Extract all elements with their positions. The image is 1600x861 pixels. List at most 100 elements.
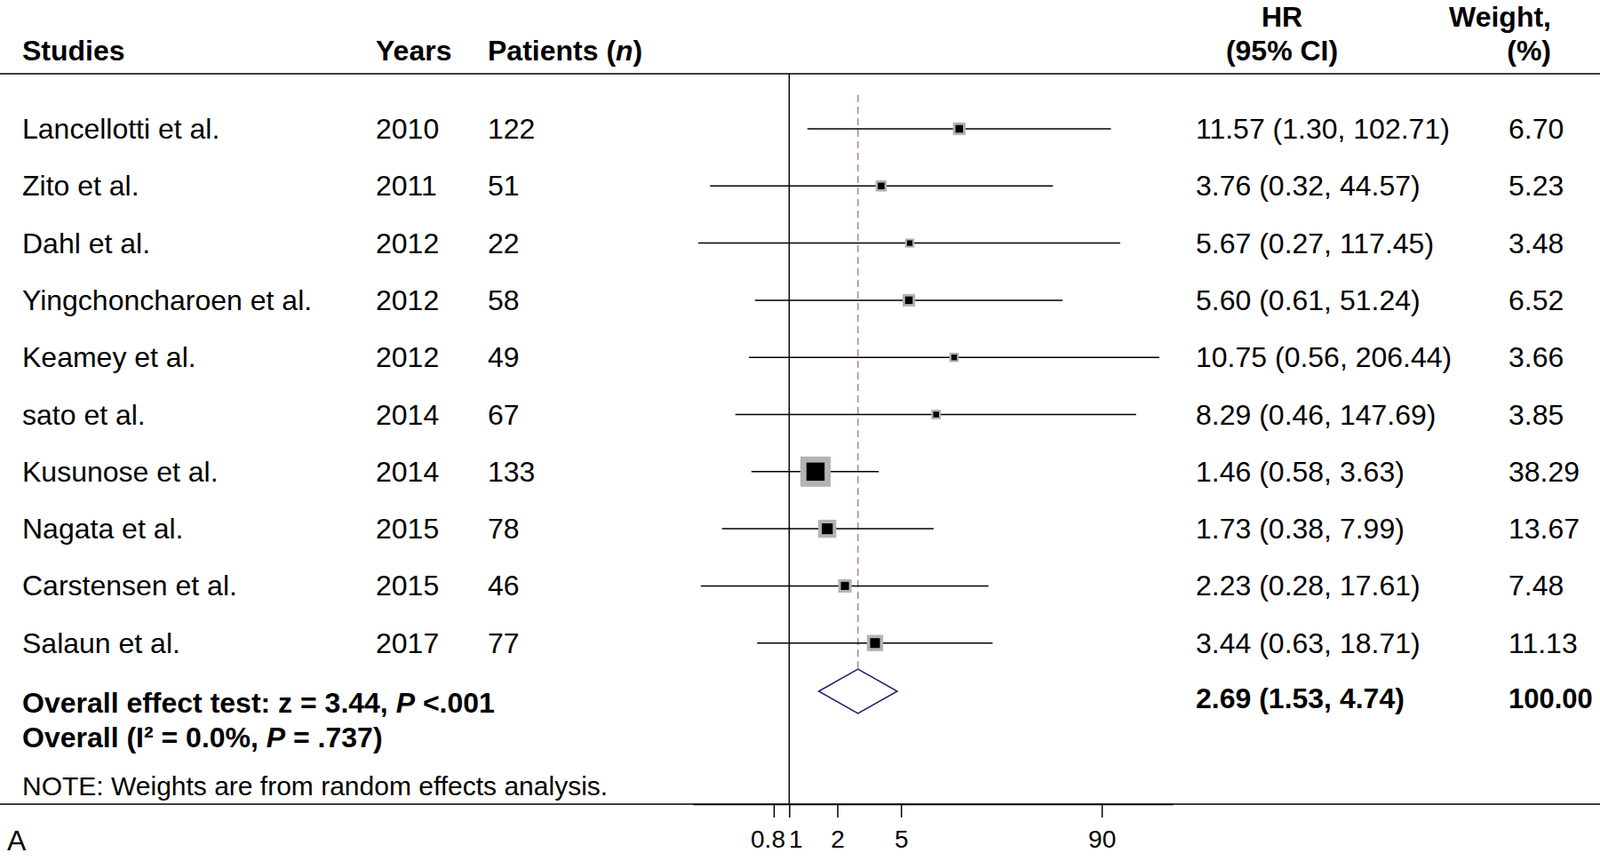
study-patients: 46 [487,569,520,602]
hr-label: 1.46 (0.58, 3.63) [1195,455,1405,488]
text-part: Overall effect test: z = 3.44, [22,686,397,719]
hr-label: 5.67 (0.27, 117.45) [1195,227,1434,260]
hr-label: 1.73 (0.38, 7.99) [1195,512,1405,545]
forest-plot: Studies Years Patients (n) HR(95% CI) Weight… [0,0,1600,861]
study-year: 2011 [375,169,438,202]
column-header: Studies [22,34,126,67]
tick-label: 5 [894,825,909,853]
hr-label: 2.23 (0.28, 17.61) [1195,569,1421,602]
tick: 2 [830,803,845,853]
study-name: Zito et al. [22,169,140,202]
text-part: = .737) [285,721,383,754]
weight-box [953,122,966,136]
weight-label: 38.29 [1508,455,1580,488]
point-estimate [869,637,880,648]
study-patients: 78 [487,512,520,545]
weight-box [902,294,916,307]
weight-box [838,579,852,593]
weight-label: 11.13 [1508,627,1578,660]
hr-label: 3.76 (0.32, 44.57) [1195,169,1421,202]
study-patients: 122 [487,112,535,145]
column-header: (95% CI) [1225,34,1338,67]
axis-line [693,803,1174,806]
weight-label: 3.85 [1508,398,1564,431]
tick-label: 1 [788,825,804,853]
null-line [788,73,791,804]
weight-box [905,238,915,247]
study-patients: 49 [487,341,520,374]
point-estimate [907,240,913,247]
hr-label: 10.75 (0.56, 206.44) [1195,341,1452,374]
weight-label: 6.70 [1508,112,1564,145]
point-estimate [932,411,939,417]
tick-label: 2 [830,825,845,853]
column-header: Patients (n) [487,34,643,67]
tick: 5 [894,803,909,853]
hr-label: 3.44 (0.63, 18.71) [1195,627,1421,660]
study-patients: 51 [487,169,520,202]
overall-line [857,95,860,714]
study-patients: 77 [487,627,520,660]
column-header: HR [1261,0,1303,33]
panel-label: A [7,824,27,857]
column-header: (%) [1506,34,1552,67]
point-estimate [841,581,850,590]
point-estimate [806,462,825,481]
note: NOTE: Weights are from random effects an… [22,771,608,801]
bottom-rule [0,803,1600,805]
point-estimate [955,125,964,134]
study-patients: 58 [487,284,520,317]
weight-box [949,352,960,363]
tick-mark [836,803,839,818]
study-name: Yingchoncharoen et al. [22,284,312,317]
weight-label: 7.48 [1508,569,1564,602]
study-name: Carstensen et al. [22,569,238,602]
tick: 1 [788,803,804,853]
point-estimate [821,523,833,534]
x-axis: 0.812 5 90 [693,803,1174,853]
study-year: 2012 [375,341,439,374]
study-name: Kusunose et al. [22,455,219,488]
overall-test: Overall effect test: z = 3.44, P <.001 [22,686,495,719]
heterogeneity: Overall (I² = 0.0%, P = .737) [22,721,383,754]
study-patients: 67 [487,398,520,431]
overall-hr-label: 2.69 (1.53, 4.74) [1195,682,1405,715]
text-part: Patients ( [487,34,616,67]
study-name: Salaun et al. [22,627,181,660]
hr-label: 8.29 (0.46, 147.69) [1195,398,1436,431]
point-estimate [905,296,913,304]
study-year: 2014 [375,455,439,488]
weight-box [867,635,884,652]
column-header: Weight, [1448,0,1552,33]
tick-mark [900,803,903,818]
study-patients: 22 [487,227,520,260]
study-year: 2015 [375,569,439,602]
tick-mark [773,803,776,818]
weight-label: 6.52 [1508,284,1564,317]
study-patients: 133 [487,455,535,488]
weight-label: 3.66 [1508,341,1564,374]
tick-mark [1101,803,1104,818]
hr-label: 5.60 (0.61, 51.24) [1195,284,1421,317]
text-part: P [396,686,416,719]
study-year: 2017 [375,627,439,660]
study-year: 2012 [375,227,439,260]
study-name: Lancellotti et al. [22,112,220,145]
study-name: sato et al. [22,398,146,431]
tick-label: 90 [1088,825,1116,853]
text-part: <.001 [414,686,495,719]
study-year: 2012 [375,284,439,317]
column-header: Years [375,34,452,67]
weight-box [931,409,941,420]
tick: 0.8 [750,803,786,853]
point-estimate [877,183,885,191]
top-rule [0,72,1600,75]
point-estimate [951,354,957,360]
weight-box [800,456,831,487]
text-part: ) [633,34,644,67]
text-part: n [615,34,634,67]
overall-weight-label: 100.00 [1508,683,1593,715]
text-part: P [266,721,287,754]
study-year: 2015 [375,512,439,545]
text-part: Overall (I² = 0.0%, [22,721,267,754]
